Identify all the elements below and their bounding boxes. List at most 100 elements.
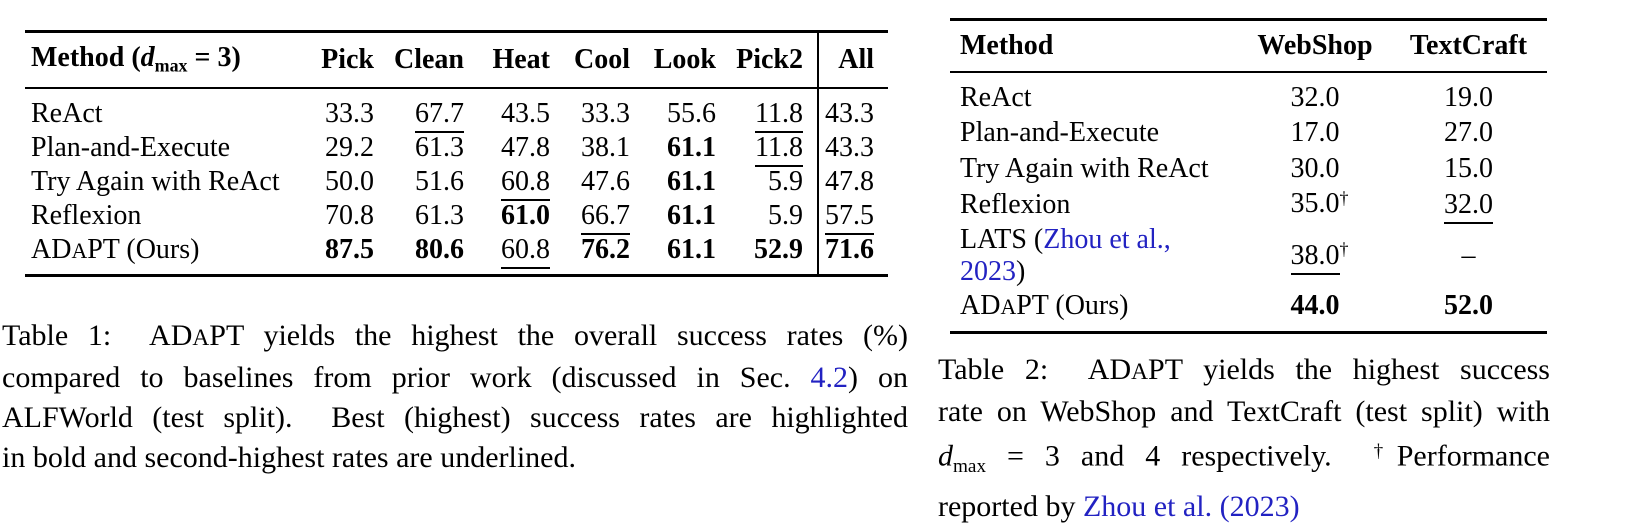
text-segment: 61.0: [501, 199, 550, 231]
citation-link[interactable]: Zhou et al.: [1082, 489, 1213, 523]
table-row: ADAPT (Ours) 44.0 52.0: [950, 289, 1547, 333]
citation-link[interactable]: 4.2: [810, 361, 849, 394]
text-segment: †: [1373, 441, 1397, 462]
table1-method-header: Method (dmax = 3): [25, 31, 308, 89]
value-cell-all: 57.5: [817, 198, 888, 235]
value-cell: 29.2: [308, 131, 388, 165]
text-segment: 60.8: [501, 233, 550, 269]
value-cell: 70.8: [308, 199, 388, 233]
table-row: Try Again with ReAct 50.0 51.6 60.8 47.6…: [25, 164, 888, 201]
text-segment: 47.8: [825, 165, 874, 197]
text-segment: 51.6: [415, 165, 464, 197]
text-segment: AD: [31, 233, 72, 265]
text-segment: 29.2: [325, 131, 374, 163]
method-cell: Try Again with ReAct: [950, 151, 1240, 187]
text-segment: ReAct: [31, 97, 103, 129]
text-segment: reported by: [938, 489, 1083, 523]
value-cell: 52.9: [730, 233, 818, 276]
value-cell: 35.0†: [1290, 188, 1349, 220]
value-cell: 38.0†: [1240, 223, 1390, 289]
text-segment: 52.0: [1444, 289, 1493, 321]
value-cell: 5.9: [730, 165, 818, 199]
method-cell: Try Again with ReAct: [25, 165, 308, 199]
text-segment: 61.1: [667, 165, 716, 197]
table-row: ADAPT (Ours) 87.5 80.6 60.8 76.2 61.1 52…: [25, 232, 888, 276]
text-segment: 61.3: [415, 131, 464, 163]
value-cell: –: [1390, 223, 1547, 289]
table1-col-header-cool: Cool: [564, 31, 644, 89]
caption-line: reported by Zhou et al. (2023): [938, 487, 1550, 527]
value-cell: 44.0: [1240, 289, 1390, 333]
text-segment: Table 2: AD: [938, 353, 1132, 386]
value-cell: 47.6: [564, 165, 644, 199]
value-cell: 19.0: [1390, 72, 1547, 115]
table1-container: Method (dmax = 3) Pick Clean Heat Cool L…: [25, 30, 888, 277]
text-segment: d: [938, 439, 953, 473]
value-cell: 61.3: [388, 131, 478, 165]
text-segment: 50.0: [325, 165, 374, 197]
value-cell: 67.7: [388, 88, 478, 133]
text-segment: Method: [960, 29, 1054, 61]
method-cell: ReAct: [25, 88, 308, 131]
citation-link[interactable]: Zhou et al., 2023: [960, 223, 1171, 287]
table-row: ReAct 32.0 19.0: [950, 72, 1547, 115]
table-row: Reflexion 35.0† 32.0: [950, 187, 1547, 224]
text-segment: PT (Ours): [87, 233, 200, 265]
table1-col-header-pick: Pick: [308, 31, 388, 89]
text-segment: Table 1: AD: [2, 319, 193, 352]
text-segment: LATS (: [960, 223, 1044, 255]
value-cell: 51.6: [388, 165, 478, 199]
text-segment: 43.3: [825, 131, 874, 163]
value-cell: 61.1: [644, 233, 730, 276]
table1-caption: Table 1: ADAPT yields the highest the ov…: [2, 316, 908, 478]
text-segment: 30.0: [1290, 152, 1340, 184]
value-cell-all: 43.3: [817, 130, 888, 165]
text-segment: ALFWorld (test split). Best (highest) su…: [2, 401, 908, 434]
text-segment: max: [154, 56, 188, 77]
text-segment: ) on: [848, 361, 908, 394]
text-segment: A: [71, 238, 88, 263]
method-cell: ADAPT (Ours): [25, 233, 308, 276]
table2-col-header-webshop: WebShop: [1240, 19, 1390, 73]
value-cell: 60.8: [478, 165, 564, 201]
value-cell-all: 71.6: [817, 232, 888, 275]
text-segment: 15.0: [1444, 152, 1493, 184]
value-cell: 27.0: [1390, 115, 1547, 151]
text-segment: 67.7: [415, 97, 464, 133]
text-segment: 47.8: [501, 131, 550, 163]
text-segment: 11.8: [755, 131, 803, 167]
text-segment: [1212, 490, 1220, 523]
table2-method-header: Method: [950, 19, 1240, 73]
value-cell: 76.2: [564, 233, 644, 276]
value-cell: 61.3: [388, 199, 478, 233]
table-row: LATS (Zhou et al., 2023) 38.0† –: [950, 223, 1547, 289]
value-cell: 61.1: [644, 165, 730, 199]
value-cell: 47.8: [478, 131, 564, 165]
text-segment: 33.3: [325, 97, 374, 129]
text-segment: 19.0: [1444, 81, 1493, 113]
text-segment: PT yields the highest the overall succes…: [209, 319, 908, 352]
caption-line: dmax = 3 and 4 respectively. †Performanc…: [938, 432, 1550, 487]
value-cell: 61.1: [644, 199, 730, 233]
value-cell: 15.0: [1390, 151, 1547, 187]
text-segment: compared to baselines from prior work (d…: [2, 361, 811, 394]
value-cell: 33.3: [308, 88, 388, 131]
text-segment: max: [953, 455, 987, 477]
value-cell: 17.0: [1240, 115, 1390, 151]
text-segment: rate on WebShop and TextCraft (test spli…: [938, 395, 1550, 428]
citation-link[interactable]: (2023): [1219, 489, 1300, 523]
table1-header-row: Method (dmax = 3) Pick Clean Heat Cool L…: [25, 31, 888, 89]
table1-col-header-all: All: [817, 31, 888, 89]
method-cell: ReAct: [950, 72, 1240, 115]
text-segment: Plan-and-Execute: [31, 131, 231, 163]
text-segment: 5.9: [768, 199, 803, 231]
text-segment: 33.3: [581, 97, 630, 129]
text-segment: ): [1016, 255, 1026, 287]
value-cell: 52.0: [1390, 289, 1547, 333]
text-segment: 61.1: [667, 199, 716, 231]
text-segment: 61.1: [667, 131, 716, 163]
text-segment: = 3 and 4 respectively.: [986, 439, 1374, 473]
value-cell: 80.6: [388, 233, 478, 276]
value-cell: 50.0: [308, 165, 388, 199]
table1-col-header-clean: Clean: [388, 31, 478, 89]
